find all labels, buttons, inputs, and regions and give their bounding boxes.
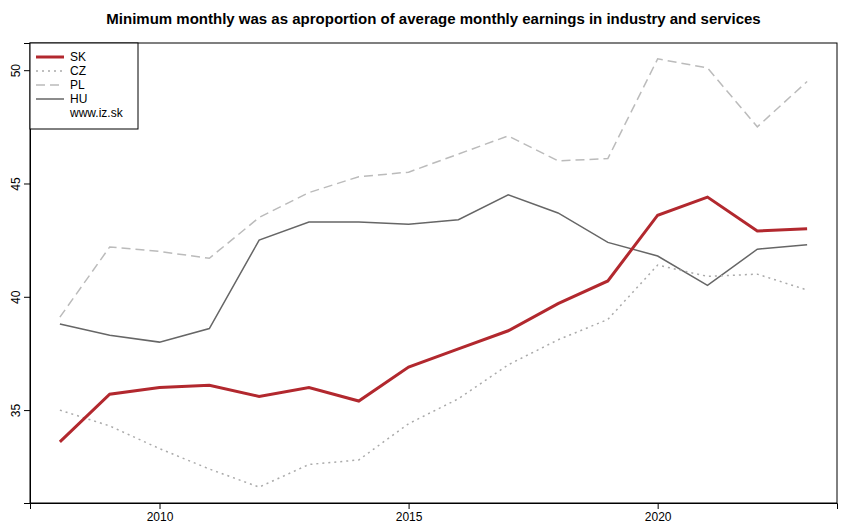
y-tick-mark: [24, 70, 30, 71]
series-line: [60, 195, 807, 342]
y-tick: 40: [9, 290, 30, 304]
y-tick-label: 35: [9, 404, 23, 418]
x-axis-line: [31, 504, 838, 510]
legend-label: SK: [70, 50, 86, 64]
x-tick-mark: [409, 503, 410, 509]
y-tick-label: 40: [9, 290, 23, 304]
title: Minimum monthly was as aproportion of av…: [106, 10, 760, 27]
legend-label: PL: [70, 78, 85, 92]
x-tick: 2020: [645, 503, 672, 524]
legend-swatch: [36, 70, 64, 72]
series-line: [60, 59, 807, 317]
x-tick: 2015: [396, 503, 423, 524]
legend-box: [30, 43, 138, 129]
legend: SKCZPLHUwww.iz.sk: [30, 43, 138, 129]
x-tick-label: 2010: [147, 510, 174, 524]
x-tick-mark: [658, 503, 659, 509]
x-tick-label: 2020: [645, 510, 672, 524]
x-tick: 2010: [147, 503, 174, 524]
y-tick-mark: [24, 410, 30, 411]
y-tick-mark: [24, 183, 30, 184]
legend-swatch: [36, 98, 64, 100]
y-tick: 50: [9, 64, 30, 78]
y-tick-label: 50: [9, 64, 23, 78]
legend-swatch: [36, 56, 64, 59]
y-tick: 45: [9, 177, 30, 191]
chart: Minimum monthly was as aproportion of av…: [0, 0, 850, 532]
legend-label: CZ: [70, 64, 86, 78]
y-tick-mark: [24, 297, 30, 298]
plot-frame: [30, 43, 837, 503]
x-tick-mark: [160, 503, 161, 509]
series-line: [60, 197, 807, 442]
legend-swatch: [36, 84, 64, 86]
legend-label: HU: [70, 92, 87, 106]
x-axis: 2010 2015 2020: [31, 503, 838, 524]
y-tick: 35: [9, 404, 30, 418]
series-line: [60, 265, 807, 487]
x-tick-label: 2015: [396, 510, 423, 524]
y-tick-label: 45: [9, 177, 23, 191]
annotation: www.iz.sk: [69, 106, 124, 120]
lines: [60, 59, 807, 487]
y-axis: 35 40 45 50: [9, 44, 31, 504]
